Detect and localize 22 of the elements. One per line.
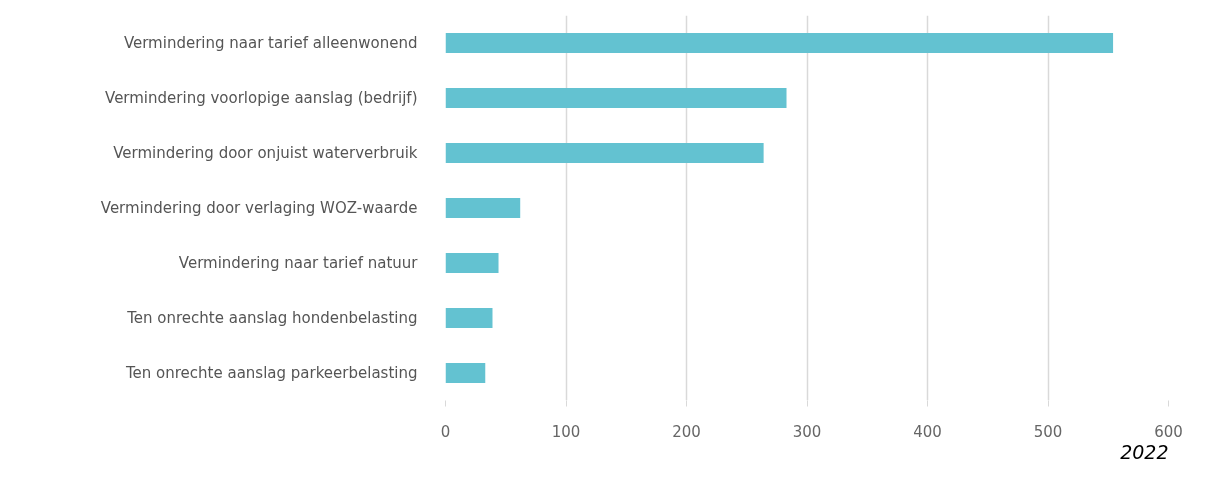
bar [445,253,499,273]
bar [445,363,486,383]
bar [445,88,787,108]
bar [445,198,521,218]
x-tick-label: 500 [1033,422,1063,441]
x-tick-label: 300 [792,422,822,441]
text: 2022 [1120,440,1169,463]
bar [445,308,493,328]
x-tick-label: 600 [1154,422,1183,441]
x-tick-label: 0 [440,422,451,441]
y-tick-label: Vermindering door verlaging WOZ-waarde [100,199,418,217]
x-tick-label: 100 [551,422,581,441]
y-tick-label: Vermindering naar tarief natuur [178,254,419,272]
bar [445,143,764,163]
x-tick-label: 200 [672,422,701,441]
y-tick-label: Ten onrechte aanslag hondenbelasting [126,309,418,327]
y-tick-label: Vermindering voorlopige aanslag (bedrijf) [105,89,418,107]
y-tick-label: Vermindering naar tarief alleenwonend [123,34,418,52]
y-tick-label: Vermindering door onjuist waterverbruik [113,144,418,162]
x-tick-label: 400 [913,422,942,441]
y-tick-label: Ten onrechte aanslag parkeerbelasting [124,364,418,382]
bar [445,33,1114,53]
